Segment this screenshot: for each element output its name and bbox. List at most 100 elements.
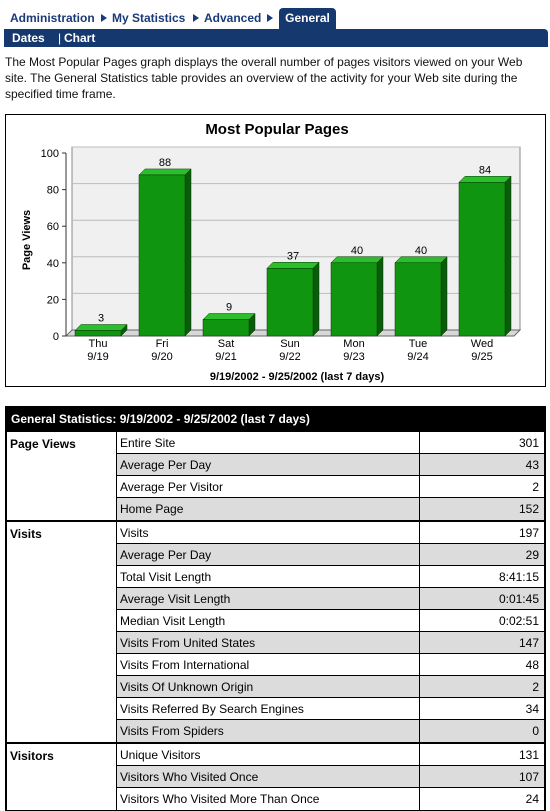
chart-data-label: 9 [226,302,232,314]
chart-bar [74,330,122,337]
table-row: Entire Site 301 [117,432,544,454]
table-row: Median Visit Length 0:02:51 [117,610,544,632]
stat-value: 34 [525,702,539,716]
stat-label: Visits [117,522,420,543]
chart-y-tick-label: 80 [47,185,59,197]
chart-bar [394,262,442,337]
chart-bar [330,262,378,337]
breadcrumb-arrow-icon [193,14,199,22]
stat-label: Average Visit Length [117,588,420,609]
stat-label: Unique Visitors [117,744,420,765]
chart-bar-top [138,168,192,176]
stat-value: 48 [525,658,539,672]
stat-label: Visits From International [117,654,420,675]
chart-x-tick-label-date: 9/19 [87,351,108,363]
chart-bar-top [74,324,128,331]
chart-data-label: 40 [351,245,363,257]
stat-value: 0:01:45 [498,592,539,606]
chart-x-tick-label-day: Sun [280,338,300,350]
chart-x-tick-label-day: Tue [409,338,428,350]
stat-label: Median Visit Length [117,610,420,631]
stats-group-label: Visits [7,522,117,742]
chart-x-tick-label-date: 9/25 [471,351,492,363]
table-row: Total Visit Length 8:41:15 [117,566,544,588]
chart-bar [138,174,186,337]
breadcrumb-arrow-icon [101,14,107,22]
stat-value: 0:02:51 [498,614,539,628]
chart-y-axis-label: Page Views [21,210,33,270]
stat-label: Average Per Visitor [117,476,420,497]
chart-x-tick-label-day: Wed [471,338,493,350]
breadcrumb-administration[interactable]: Administration [10,11,95,25]
chart-bar-top [330,256,384,264]
table-row: Visitors Who Visited Once 107 [117,766,544,788]
chart-bar-side [440,256,448,337]
chart-x-tick-label-date: 9/24 [407,351,428,363]
chart-bar-top [202,313,256,320]
chart-x-tick-label-date: 9/21 [215,351,236,363]
chart-data-label: 84 [479,164,491,176]
breadcrumb-arrow-icon [267,14,273,22]
table-row: Visits From Spiders 0 [117,720,544,742]
stat-value: 2 [532,480,539,494]
stat-value: 301 [518,436,539,450]
chart-bar-side [184,168,192,337]
subnav-dates[interactable]: Dates [12,31,45,45]
chart-bar-top [458,176,512,183]
most-popular-pages-chart: Most Popular Pages Page Views 9/19/2002 … [5,114,546,387]
table-row: Average Visit Length 0:01:45 [117,588,544,610]
sub-navigation: Dates | Chart [4,29,548,47]
stats-group-label: Visitors [7,744,117,810]
general-statistics-title: General Statistics: 9/19/2002 - 9/25/200… [7,408,544,430]
chart-x-axis-label: 9/19/2002 - 9/25/2002 (last 7 days) [210,371,385,383]
table-row: Unique Visitors 131 [117,744,544,766]
intro-text: The Most Popular Pages graph displays th… [5,55,523,101]
chart-y-tick-label: 100 [41,148,59,160]
stat-label: Visits From Spiders [117,720,420,742]
chart-x-tick-label-date: 9/22 [279,351,300,363]
stat-label: Visits Referred By Search Engines [117,698,420,719]
breadcrumb-advanced[interactable]: Advanced [204,11,262,25]
stat-value: 147 [518,636,539,650]
chart-bar-side [312,261,320,337]
chart-title: Most Popular Pages [205,121,348,138]
stat-label: Visits Of Unknown Origin [117,676,420,697]
chart-x-tick-label-date: 9/23 [343,351,364,363]
chart-bar [458,182,506,337]
stat-value: 197 [518,526,539,540]
stat-label: Visitors Who Visited More Than Once [117,788,420,810]
table-row: Visits 197 [117,522,544,544]
stat-label: Total Visit Length [117,566,420,587]
stat-value: 2 [532,680,539,694]
chart-y-tick-label: 0 [53,331,59,343]
chart-bar-top [266,262,320,269]
subnav-separator: | [58,31,62,45]
breadcrumb-general-tab[interactable]: General [279,8,336,29]
chart-x-tick-label-day: Sat [218,338,235,350]
subnav-chart[interactable]: Chart [64,31,96,45]
chart-x-tick-label-day: Mon [343,338,364,350]
chart-bar-top [394,256,448,264]
breadcrumb-my-statistics[interactable]: My Statistics [112,11,186,25]
chart-bar-side [504,175,512,337]
stat-label: Home Page [117,498,420,520]
table-row: Average Per Day 29 [117,544,544,566]
table-row: Visitors Who Visited More Than Once 24 [117,788,544,810]
stats-group-visitors: Visitors Unique Visitors 131 Visitors Who V… [7,742,544,810]
chart-x-tick-label-day: Fri [156,338,169,350]
chart-bar [266,268,314,337]
chart-x-tick-label-date: 9/20 [151,351,172,363]
chart-data-label: 40 [415,245,427,257]
breadcrumb: Administration My Statistics Advanced Ge… [0,0,550,29]
stat-value: 8:41:15 [498,570,539,584]
stat-label: Visitors Who Visited Once [117,766,420,787]
stat-label: Visits From United States [117,632,420,653]
general-statistics-table: General Statistics: 9/19/2002 - 9/25/200… [5,406,546,811]
stat-value: 131 [518,748,539,762]
stat-label: Average Per Day [117,454,420,475]
stat-label: Entire Site [117,432,420,453]
chart-bar [202,319,250,337]
table-row: Home Page 152 [117,498,544,520]
stats-group-visits: Visits Visits 197 Average Per Day 29 Total Vi… [7,520,544,742]
table-row: Visits Referred By Search Engines 34 [117,698,544,720]
